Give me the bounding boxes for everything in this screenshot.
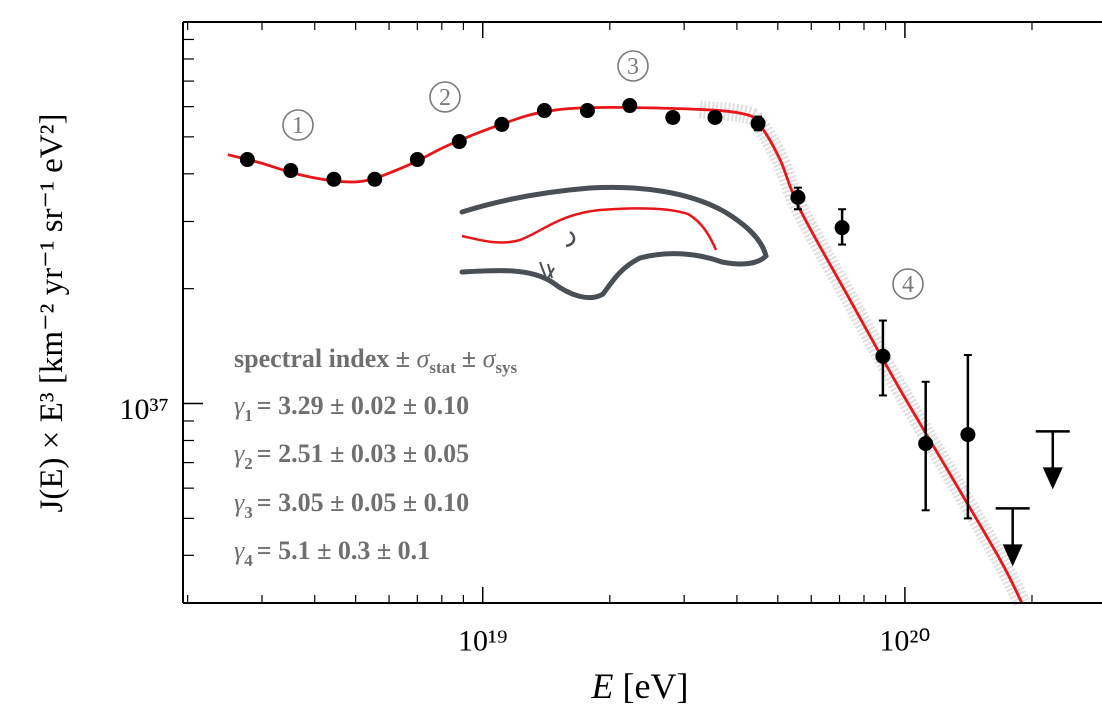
inset-red-curve bbox=[461, 207, 718, 251]
x-axis-unit: [eV] bbox=[623, 666, 689, 706]
data-point bbox=[834, 220, 850, 236]
note-subscript: sys bbox=[495, 358, 517, 377]
note-subscript: 1 bbox=[244, 406, 253, 425]
note-symbol: γ bbox=[234, 439, 245, 468]
note-symbol: γ bbox=[234, 391, 245, 420]
note-index: γ1 = 3.29 ± 0.02 ± 0.10 bbox=[234, 391, 469, 425]
x-tick-label: 10²⁰ bbox=[879, 625, 930, 658]
region-number: 2 bbox=[439, 85, 451, 111]
data-point bbox=[326, 171, 342, 187]
data-point bbox=[918, 436, 934, 452]
note-symbol: γ bbox=[234, 536, 245, 565]
x-axis-title: E [eV] bbox=[591, 666, 689, 706]
note-subscript: stat bbox=[429, 358, 456, 377]
data-point bbox=[451, 134, 467, 150]
points-layer bbox=[239, 98, 1070, 567]
inset-mark bbox=[565, 230, 576, 248]
note-subscript: 4 bbox=[244, 551, 253, 570]
note-heading: spectral index ± σstat ± σsys bbox=[234, 344, 518, 377]
note-text: = 2.51 ± 0.03 ± 0.05 bbox=[257, 439, 469, 468]
data-point bbox=[790, 189, 806, 205]
data-point bbox=[750, 115, 766, 131]
note-symbol: σ bbox=[483, 344, 497, 373]
data-point bbox=[665, 109, 681, 125]
y-axis-title: J(E) × E³ [km⁻² yr⁻¹ sr⁻¹ eV²] bbox=[34, 114, 70, 513]
note-subscript: 3 bbox=[244, 503, 253, 522]
note-text: spectral index ± bbox=[234, 344, 410, 373]
data-point bbox=[960, 427, 976, 443]
inset-detail bbox=[539, 261, 555, 279]
note-index: γ4 = 5.1 ± 0.3 ± 0.1 bbox=[234, 536, 430, 570]
region-markers: 1 2 3 4 bbox=[282, 50, 924, 300]
region-number: 4 bbox=[902, 272, 914, 298]
data-point bbox=[367, 171, 383, 187]
fit-layer bbox=[227, 106, 1023, 604]
upper-limit-arrow bbox=[1042, 467, 1063, 490]
data-point bbox=[239, 152, 255, 168]
data-point bbox=[409, 152, 425, 168]
upper-limit-arrow bbox=[1002, 544, 1023, 567]
data-point bbox=[283, 163, 299, 179]
note-text: = 3.05 ± 0.05 ± 0.10 bbox=[257, 488, 469, 517]
inset-sketch bbox=[458, 183, 772, 307]
note-index: γ2 = 2.51 ± 0.03 ± 0.05 bbox=[234, 439, 469, 473]
inset-outline-top bbox=[459, 184, 769, 267]
data-point bbox=[494, 116, 510, 132]
region-circle bbox=[892, 268, 924, 300]
data-point bbox=[875, 348, 891, 364]
region-circle bbox=[282, 109, 314, 141]
region-number: 1 bbox=[292, 113, 304, 139]
data-point bbox=[707, 109, 723, 125]
note-text: ± bbox=[462, 344, 476, 373]
note-index: γ3 = 3.05 ± 0.05 ± 0.10 bbox=[234, 488, 469, 522]
note-text: = 5.1 ± 0.3 ± 0.1 bbox=[257, 536, 430, 565]
data-point bbox=[622, 98, 638, 114]
note-subscript: 2 bbox=[244, 454, 253, 473]
index-note: spectral index ± σstat ± σsys γ1 = 3.29 ± … bbox=[234, 344, 518, 570]
axes-layer: 10¹⁹ 10²⁰ 10³⁷ bbox=[120, 21, 1102, 658]
region-circle bbox=[617, 50, 649, 82]
region-circle bbox=[429, 81, 461, 113]
x-tick-label: 10¹⁹ bbox=[458, 625, 507, 658]
region-number: 3 bbox=[627, 54, 639, 80]
data-point bbox=[579, 103, 595, 119]
fit-line bbox=[227, 106, 1023, 604]
data-point bbox=[536, 103, 552, 119]
note-symbol: σ bbox=[417, 344, 431, 373]
note-symbol: γ bbox=[234, 488, 245, 517]
x-axis-symbol: E bbox=[591, 666, 614, 706]
inset-background bbox=[458, 183, 772, 307]
note-text: = 3.29 ± 0.02 ± 0.10 bbox=[257, 391, 469, 420]
y-tick-label: 10³⁷ bbox=[120, 393, 169, 426]
inset-outline-bottom bbox=[459, 251, 725, 300]
